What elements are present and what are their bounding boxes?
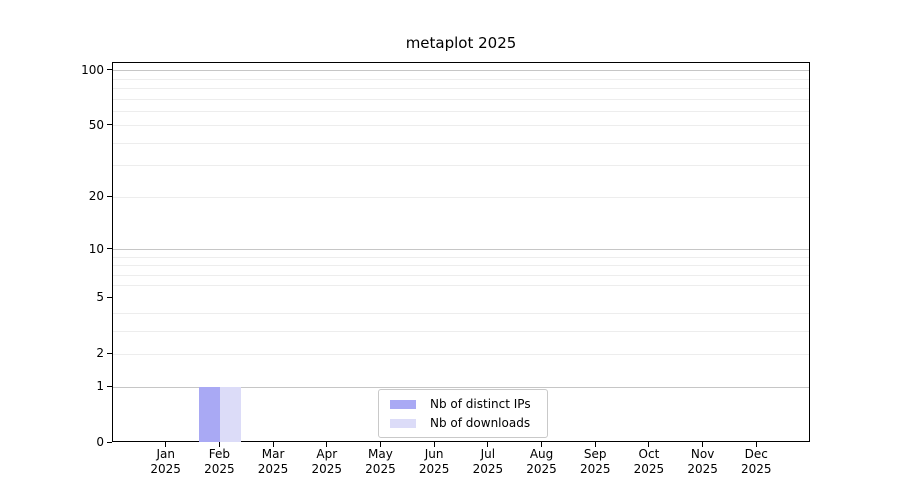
legend-swatch-downloads [390, 418, 416, 428]
x-tick-mark [165, 442, 167, 447]
x-tick-year: 2025 [633, 462, 665, 476]
x-tick-year: 2025 [472, 462, 504, 476]
y-tick-mark [107, 441, 112, 443]
y-tick-label: 20 [88, 189, 104, 204]
y-tick-mark [107, 124, 112, 126]
gridline-minor [113, 87, 809, 89]
y-tick-mark [107, 69, 112, 71]
x-tick-year: 2025 [579, 462, 611, 476]
gridline-minor [113, 196, 809, 198]
x-tick-mark [648, 442, 650, 447]
x-tick-label: Dec 2025 [724, 447, 788, 477]
y-tick-mark [107, 385, 112, 387]
x-tick-mark [326, 442, 328, 447]
gridline-minor [113, 285, 809, 287]
x-tick-label: Sep 2025 [563, 447, 627, 477]
x-tick-month: Oct [638, 447, 660, 461]
x-tick-mark [702, 442, 704, 447]
x-tick-mark [218, 442, 220, 447]
gridline-major [113, 70, 809, 72]
x-tick-label: Nov 2025 [671, 447, 735, 477]
bar [220, 387, 242, 442]
x-tick-month: Nov [690, 447, 715, 461]
x-tick-month: Jun [424, 447, 444, 461]
x-tick-year: 2025 [311, 462, 343, 476]
x-tick-year: 2025 [687, 462, 718, 476]
x-tick-month: Jul [480, 447, 496, 461]
x-tick-month: Mar [261, 447, 285, 461]
y-tick-label: 2 [96, 346, 104, 361]
x-tick-year: 2025 [204, 462, 235, 476]
y-tick-mark [107, 195, 112, 197]
gridline-minor [113, 265, 809, 267]
gridline-minor [113, 142, 809, 144]
x-tick-mark [433, 442, 435, 447]
gridline-minor [113, 110, 809, 112]
gridline-minor [113, 78, 809, 80]
gridline-minor [113, 98, 809, 100]
x-tick-label: May 2025 [348, 447, 412, 477]
x-tick-month: Aug [529, 447, 554, 461]
legend-label-downloads: Nb of downloads [430, 416, 531, 430]
x-tick-mark [379, 442, 381, 447]
x-tick-month: May [368, 447, 393, 461]
y-tick-label: 100 [81, 62, 104, 77]
gridline-minor [113, 165, 809, 167]
x-tick-year: 2025 [526, 462, 557, 476]
gridline-minor [113, 274, 809, 276]
y-tick-label: 10 [88, 241, 104, 256]
y-tick-label: 50 [88, 117, 104, 132]
x-tick-label: Apr 2025 [295, 447, 359, 477]
plot-area [112, 62, 810, 442]
x-tick-mark [594, 442, 596, 447]
x-tick-month: Feb [208, 447, 230, 461]
x-tick-year: 2025 [418, 462, 450, 476]
gridline-minor [113, 256, 809, 258]
y-tick-label: 5 [96, 290, 104, 305]
x-tick-year: 2025 [365, 462, 396, 476]
bar [199, 387, 221, 442]
x-tick-label: Jun 2025 [402, 447, 466, 477]
y-tick-label: 1 [96, 379, 104, 394]
legend-label-distinct-ips: Nb of distinct IPs [430, 397, 531, 411]
x-tick-mark [541, 442, 543, 447]
chart-title: metaplot 2025 [405, 34, 517, 52]
x-tick-mark [272, 442, 274, 447]
x-tick-mark [487, 442, 489, 447]
x-tick-year: 2025 [741, 462, 772, 476]
x-tick-mark [755, 442, 757, 447]
x-tick-label: Mar 2025 [241, 447, 305, 477]
legend: Nb of distinct IPs Nb of downloads [378, 389, 548, 438]
x-tick-label: Oct 2025 [617, 447, 681, 477]
x-tick-label: Feb 2025 [187, 447, 251, 477]
x-tick-month: Dec [744, 447, 768, 461]
y-tick-mark [107, 248, 112, 250]
y-tick-label: 0 [96, 435, 104, 449]
gridline-major [113, 249, 809, 251]
x-tick-label: Aug 2025 [510, 447, 574, 477]
x-tick-year: 2025 [150, 462, 181, 476]
legend-swatch-distinct-ips [390, 399, 416, 409]
x-tick-month: Jan [156, 447, 175, 461]
x-tick-label: Jul 2025 [456, 447, 520, 477]
x-tick-month: Apr [316, 447, 338, 461]
gridline-minor [113, 353, 809, 355]
gridline-minor [113, 312, 809, 314]
gridline-minor [113, 330, 809, 332]
x-tick-year: 2025 [257, 462, 289, 476]
legend-item-distinct-ips: Nb of distinct IPs [387, 397, 539, 411]
y-tick-mark [107, 296, 112, 298]
gridline-minor [113, 125, 809, 127]
y-tick-mark [107, 352, 112, 354]
x-tick-label: Jan 2025 [134, 447, 198, 477]
legend-item-downloads: Nb of downloads [387, 416, 539, 430]
gridline-major [113, 386, 809, 388]
x-tick-month: Sep [583, 447, 607, 461]
